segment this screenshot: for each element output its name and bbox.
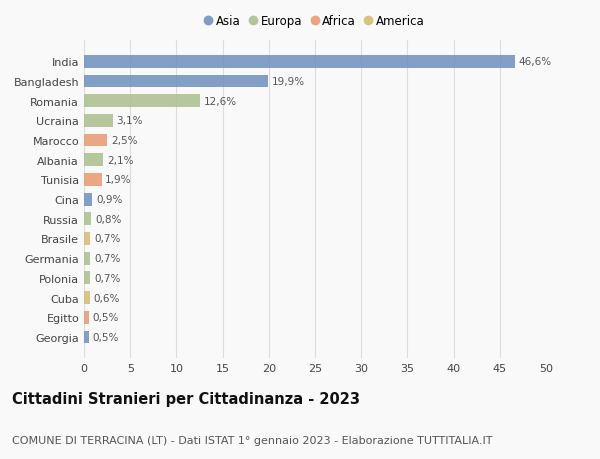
- Bar: [84, 213, 91, 226]
- Text: 19,9%: 19,9%: [272, 77, 305, 87]
- Text: 1,9%: 1,9%: [105, 175, 132, 185]
- Text: 0,7%: 0,7%: [94, 234, 121, 244]
- Bar: [84, 272, 91, 285]
- Bar: [84, 134, 107, 147]
- Text: 3,1%: 3,1%: [116, 116, 143, 126]
- Bar: [84, 56, 515, 68]
- Bar: [84, 115, 113, 128]
- Text: 0,6%: 0,6%: [93, 293, 119, 303]
- Text: 2,5%: 2,5%: [111, 136, 137, 146]
- Bar: [84, 154, 103, 167]
- Legend: Asia, Europa, Africa, America: Asia, Europa, Africa, America: [203, 12, 427, 30]
- Text: 2,1%: 2,1%: [107, 155, 134, 165]
- Text: 0,7%: 0,7%: [94, 254, 121, 263]
- Bar: [84, 174, 101, 186]
- Bar: [84, 193, 92, 206]
- Bar: [84, 95, 200, 108]
- Bar: [84, 233, 91, 246]
- Text: Cittadini Stranieri per Cittadinanza - 2023: Cittadini Stranieri per Cittadinanza - 2…: [12, 391, 360, 406]
- Text: 12,6%: 12,6%: [204, 96, 237, 106]
- Text: 0,8%: 0,8%: [95, 214, 121, 224]
- Text: 0,5%: 0,5%: [92, 332, 119, 342]
- Bar: [84, 331, 89, 344]
- Text: 0,7%: 0,7%: [94, 273, 121, 283]
- Text: COMUNE DI TERRACINA (LT) - Dati ISTAT 1° gennaio 2023 - Elaborazione TUTTITALIA.: COMUNE DI TERRACINA (LT) - Dati ISTAT 1°…: [12, 435, 493, 445]
- Bar: [84, 291, 89, 304]
- Text: 46,6%: 46,6%: [518, 57, 551, 67]
- Bar: [84, 311, 89, 324]
- Bar: [84, 75, 268, 88]
- Text: 0,5%: 0,5%: [92, 313, 119, 323]
- Bar: [84, 252, 91, 265]
- Text: 0,9%: 0,9%: [96, 195, 122, 205]
